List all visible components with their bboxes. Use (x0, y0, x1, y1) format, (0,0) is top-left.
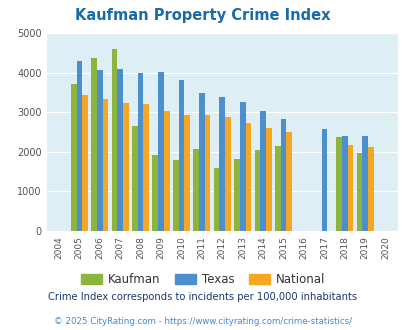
Bar (361, 136, 367, 231)
Bar (137, 73, 143, 231)
Bar (143, 104, 149, 231)
Bar (70, 84, 76, 231)
Bar (254, 150, 260, 231)
Bar (335, 137, 341, 231)
Bar (198, 93, 204, 231)
Text: Crime Index corresponds to incidents per 100,000 inhabitants: Crime Index corresponds to incidents per… (48, 292, 357, 302)
Bar (97, 70, 102, 231)
Bar (280, 118, 286, 231)
Bar (219, 97, 225, 231)
Bar (158, 72, 164, 231)
Bar (193, 148, 198, 231)
Bar (234, 158, 239, 231)
Bar (274, 146, 280, 231)
Bar (347, 145, 352, 231)
Bar (367, 147, 373, 231)
Bar (204, 115, 210, 231)
Bar (102, 99, 108, 231)
Bar (321, 129, 326, 231)
Bar (286, 132, 291, 231)
Legend: Kaufman, Texas, National: Kaufman, Texas, National (76, 268, 329, 291)
Bar (260, 111, 265, 231)
Bar (117, 69, 123, 231)
Bar (213, 168, 219, 231)
Bar (265, 128, 271, 231)
Bar (356, 152, 361, 231)
Bar (164, 111, 169, 231)
Text: Kaufman Property Crime Index: Kaufman Property Crime Index (75, 8, 330, 23)
Bar (184, 115, 190, 231)
Bar (245, 123, 251, 231)
Bar (239, 102, 245, 231)
Bar (152, 154, 158, 231)
Bar (225, 117, 230, 231)
Text: © 2025 CityRating.com - https://www.cityrating.com/crime-statistics/: © 2025 CityRating.com - https://www.city… (54, 317, 351, 326)
Bar (173, 160, 178, 231)
Bar (82, 95, 88, 231)
Bar (111, 49, 117, 231)
Bar (76, 61, 82, 231)
Bar (132, 126, 137, 231)
Bar (123, 103, 128, 231)
Bar (91, 58, 97, 231)
Bar (178, 80, 184, 231)
Bar (341, 136, 347, 231)
